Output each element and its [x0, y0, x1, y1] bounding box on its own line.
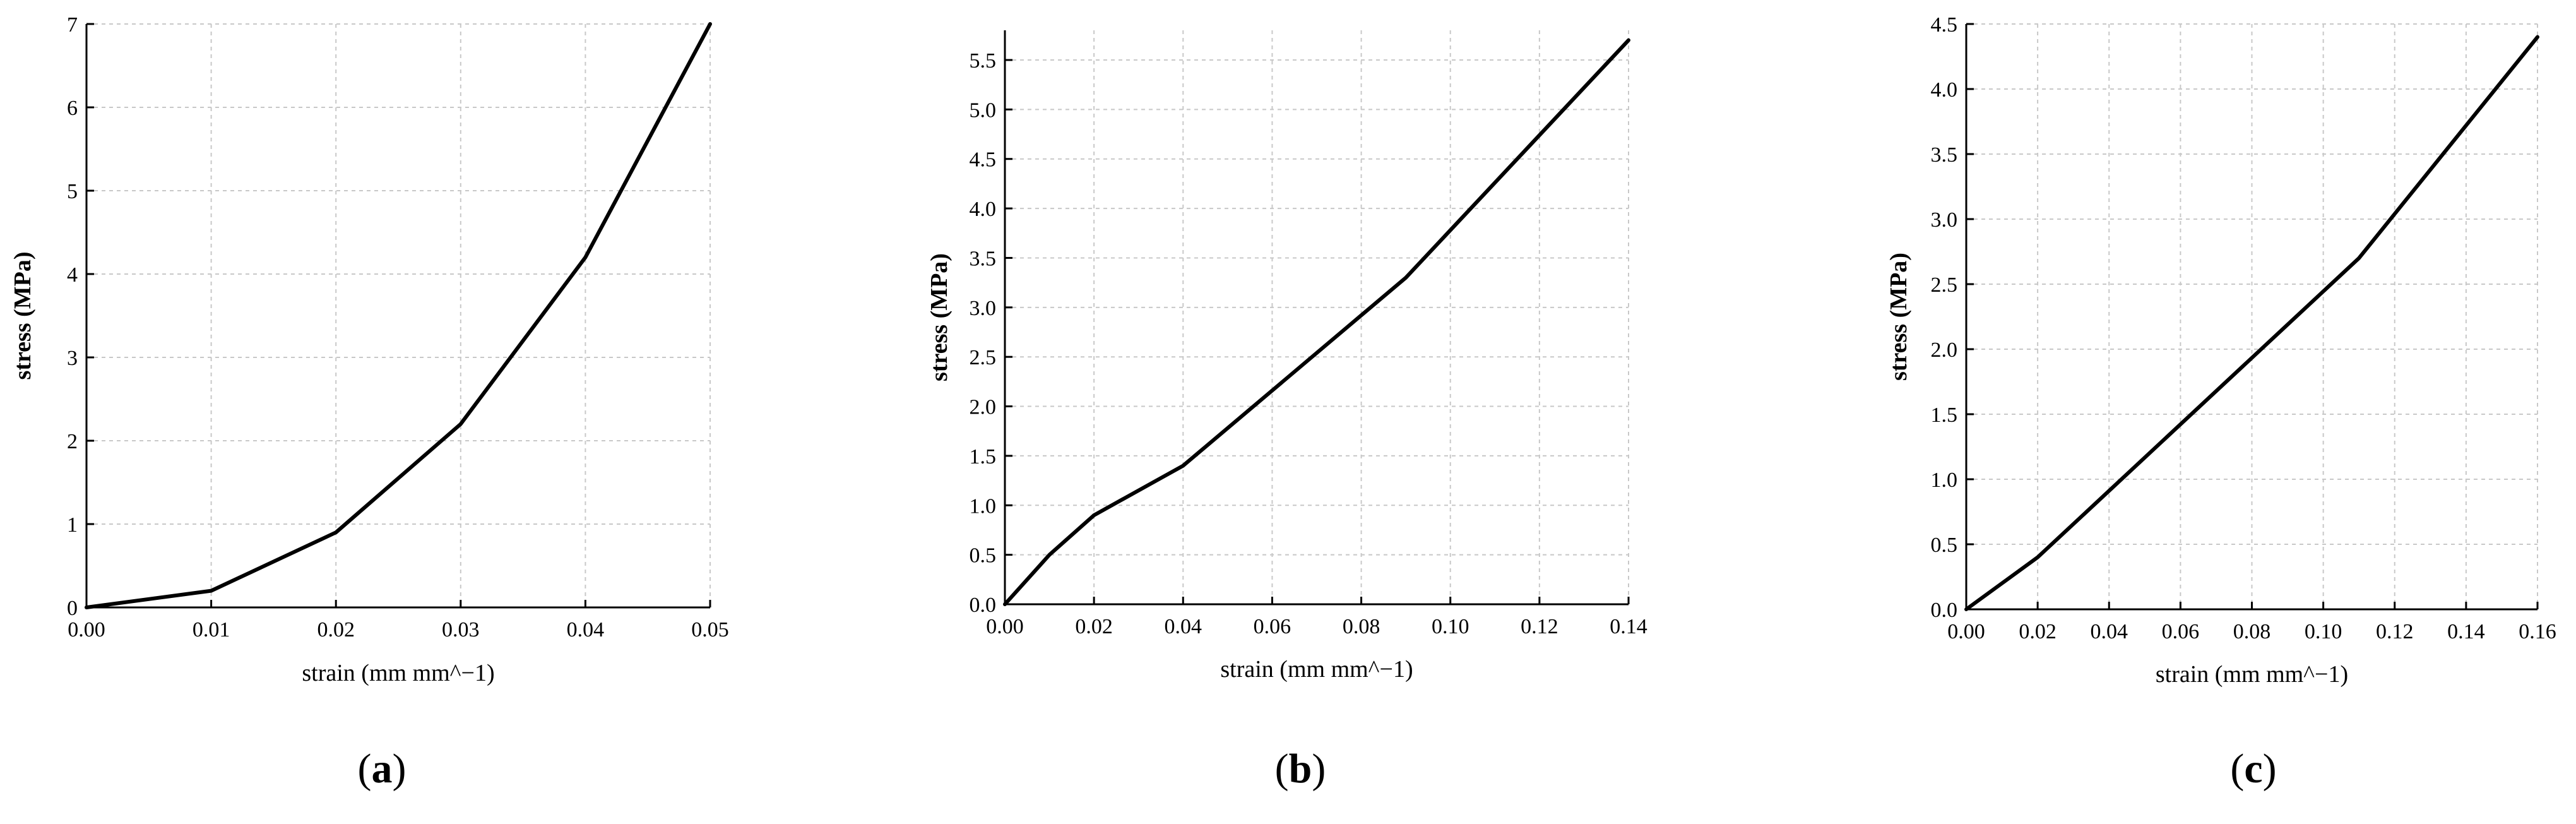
chart-c-y-tick-label: 2.5 — [1931, 273, 1958, 297]
chart-c-y-tick-label: 4.0 — [1931, 78, 1958, 102]
chart-c-x-axis-title: strain (mm mm^−1) — [2156, 661, 2348, 688]
chart-c-x-tick-label: 0.12 — [2376, 620, 2414, 643]
chart-b-y-tick-label: 3.5 — [970, 247, 997, 270]
chart-a-y-tick-label: 6 — [67, 97, 78, 120]
chart-a-y-tick-label: 5 — [67, 180, 78, 203]
chart-c-x-tick-label: 0.02 — [2019, 620, 2057, 643]
chart-a-x-tick-label: 0.01 — [193, 618, 230, 642]
panel-a-letter: a — [371, 746, 393, 792]
chart-b-x-tick-label: 0.14 — [1610, 615, 1647, 638]
chart-b-plot: 0.00 0.02 0.04 0.06 0.08 0.10 0.12 0.14 0.0 0.5 1.… — [926, 30, 1647, 683]
chart-b-y-tick-label: 4.0 — [970, 198, 997, 221]
chart-a-x-tick-label: 0.00 — [68, 618, 105, 642]
chart-c-x-tick-label: 0.00 — [1947, 620, 1985, 643]
chart-a-y-axis-title: stress (MPa) — [9, 252, 36, 380]
chart-b-y-tick-label: 0.0 — [970, 594, 997, 617]
chart-c-x-tick-label: 0.14 — [2447, 620, 2485, 643]
chart-b-x-tick-label: 0.10 — [1432, 615, 1469, 638]
chart-b-x-tick-label: 0.00 — [986, 615, 1024, 638]
chart-a-y-tick-label: 0 — [67, 597, 78, 620]
chart-c-y-tick-label: 2.0 — [1931, 338, 1958, 362]
chart-c-x-tick-label: 0.08 — [2233, 620, 2271, 643]
chart-c-y-tick-label: 1.0 — [1931, 469, 1958, 492]
chart-b-stress-strain-line — [1003, 38, 1630, 606]
chart-b-y-tick-label: 1.5 — [970, 445, 997, 469]
chart-b-x-tick-label: 0.12 — [1521, 615, 1558, 638]
chart-b-x-tick-label: 0.02 — [1075, 615, 1113, 638]
chart-a-y-tick-label: 3 — [67, 347, 78, 370]
chart-c-y-tick-label: 0.0 — [1931, 599, 1958, 622]
panel-c-letter: c — [2244, 746, 2263, 792]
chart-panel-c: 0.00 0.02 0.04 0.06 0.08 0.10 0.12 0.14 0.16 0.0 0… — [1717, 0, 2576, 824]
panel-b-caption: (b) — [1274, 746, 1326, 792]
chart-b-x-tick-label: 0.08 — [1343, 615, 1380, 638]
chart-c-y-tick-label: 4.5 — [1931, 13, 1958, 37]
chart-c-stress-strain-line — [1964, 35, 2539, 611]
chart-c-y-tick-label: 0.5 — [1931, 534, 1958, 557]
chart-a-x-tick-label: 0.04 — [567, 618, 605, 642]
chart-a-stress-strain-line — [85, 22, 712, 609]
chart-b-x-tick-label: 0.06 — [1254, 615, 1291, 638]
chart-b-y-tick-label: 4.5 — [970, 148, 997, 172]
chart-b-x-tick-label: 0.04 — [1165, 615, 1202, 638]
chart-b-y-axis-title: stress (MPa) — [926, 253, 953, 381]
chart-b-y-tick-label: 5.5 — [970, 49, 997, 73]
chart-b-x-axis-title: strain (mm mm^−1) — [1220, 656, 1413, 683]
chart-a-x-tick-label: 0.03 — [442, 618, 480, 642]
chart-a-y-tick-label: 7 — [67, 13, 78, 37]
panel-a-caption: (a) — [357, 746, 407, 792]
chart-b-y-tick-label: 5.0 — [970, 99, 997, 122]
chart-c-y-tick-label: 3.5 — [1931, 143, 1958, 167]
chart-b-y-tick-label: 2.0 — [970, 396, 997, 419]
chart-panel-a: 0.00 0.01 0.02 0.03 0.04 0.05 0 1 2 3 4 5 6 7 strain (… — [0, 0, 858, 824]
chart-c-y-tick-label: 3.0 — [1931, 208, 1958, 232]
chart-c-x-tick-label: 0.04 — [2091, 620, 2128, 643]
chart-c-x-tick-label: 0.06 — [2162, 620, 2200, 643]
chart-c-plot: 0.00 0.02 0.04 0.06 0.08 0.10 0.12 0.14 0.16 0.0 0… — [1885, 13, 2556, 688]
chart-c-x-tick-label: 0.10 — [2305, 620, 2342, 643]
chart-a-x-tick-label: 0.05 — [691, 618, 729, 642]
chart-a-y-tick-label: 2 — [67, 430, 78, 453]
chart-c-y-axis-title: stress (MPa) — [1885, 253, 1912, 381]
panel-c-caption: (c) — [2230, 746, 2277, 792]
chart-b-y-tick-label: 0.5 — [970, 544, 997, 568]
chart-c-x-tick-label: 0.16 — [2519, 620, 2556, 643]
chart-c-y-tick-label: 1.5 — [1931, 403, 1958, 427]
panel-b-letter: b — [1288, 746, 1312, 792]
chart-a-y-tick-label: 4 — [67, 263, 78, 287]
chart-b-y-tick-label: 2.5 — [970, 346, 997, 369]
chart-b-y-tick-label: 3.0 — [970, 297, 997, 320]
chart-a-x-axis-title: strain (mm mm^−1) — [302, 660, 494, 686]
chart-b-y-tick-label: 1.0 — [970, 494, 997, 518]
chart-panel-b: 0.00 0.02 0.04 0.06 0.08 0.10 0.12 0.14 0.0 0.5 1.… — [858, 0, 1717, 824]
chart-a-y-tick-label: 1 — [67, 513, 78, 537]
chart-a-x-tick-label: 0.02 — [317, 618, 355, 642]
chart-a-plot: 0.00 0.01 0.02 0.03 0.04 0.05 0 1 2 3 4 5 6 7 strain (… — [9, 13, 729, 686]
